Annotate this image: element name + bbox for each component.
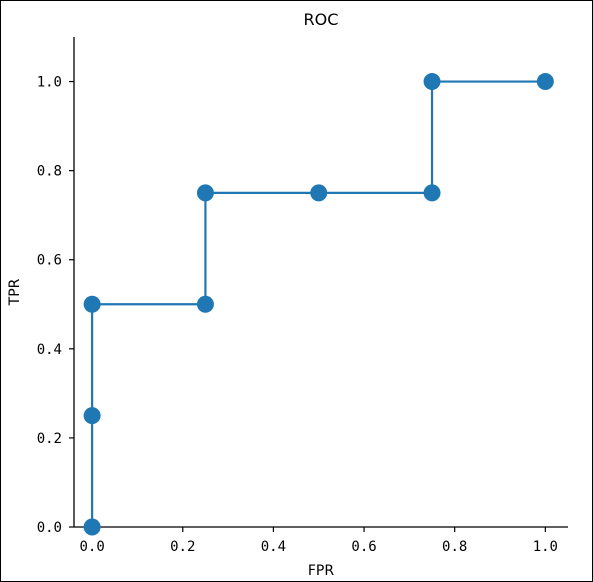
roc-point bbox=[83, 407, 101, 425]
roc-point bbox=[196, 184, 214, 202]
roc-curve-line bbox=[91, 80, 546, 527]
roc-point bbox=[423, 184, 441, 202]
x-tick-label: 1.0 bbox=[533, 539, 558, 555]
y-tick-label: 0.8 bbox=[37, 164, 62, 180]
x-axis-label: FPR bbox=[308, 563, 334, 579]
x-tick-label: 0.6 bbox=[351, 539, 376, 555]
roc-point bbox=[83, 295, 101, 313]
roc-point bbox=[310, 184, 328, 202]
y-axis-label: TPR bbox=[7, 278, 23, 306]
chart-title: ROC bbox=[304, 10, 339, 29]
y-tick-label: 0.2 bbox=[37, 431, 62, 447]
x-tick-label: 0.0 bbox=[79, 539, 104, 555]
y-tick-label: 0.4 bbox=[37, 342, 62, 358]
x-tick-label: 0.2 bbox=[170, 539, 195, 555]
series-group bbox=[83, 73, 554, 536]
roc-point bbox=[196, 295, 214, 313]
y-tick-label: 1.0 bbox=[37, 75, 62, 91]
x-tick-label: 0.4 bbox=[261, 539, 286, 555]
y-tick-label: 0.6 bbox=[37, 253, 62, 269]
tick-group: 0.0 0.2 0.4 0.6 0.8 1.0 0.0 0.2 0.4 0.6 0.8 1.0 bbox=[37, 75, 558, 555]
x-tick-label: 0.8 bbox=[442, 539, 467, 555]
y-tick-label: 0.0 bbox=[37, 520, 62, 536]
roc-point bbox=[536, 73, 554, 91]
roc-point bbox=[83, 518, 101, 536]
roc-point bbox=[423, 73, 441, 91]
